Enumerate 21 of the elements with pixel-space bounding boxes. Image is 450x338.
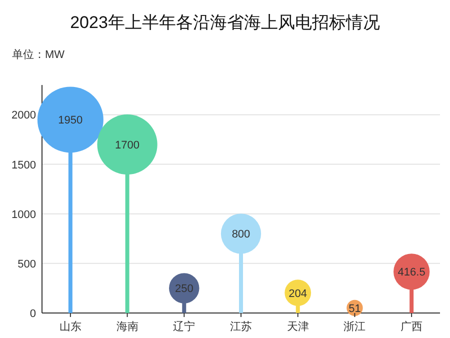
y-tick-label: 1500	[12, 159, 36, 172]
y-tick-label: 0	[30, 308, 36, 320]
y-tick-label: 500	[18, 258, 36, 270]
chart-title: 2023年上半年各沿海省海上风电招标情况	[70, 13, 380, 32]
y-tick-label: 1000	[12, 208, 36, 221]
data-label: 416.5	[398, 266, 426, 279]
data-label: 1950	[58, 114, 83, 127]
data-label: 51	[348, 302, 361, 315]
x-tick-label: 广西	[400, 320, 423, 333]
data-label: 1700	[115, 139, 140, 152]
x-tick-label: 天津	[286, 320, 309, 333]
x-tick-label: 山东	[59, 320, 82, 333]
data-label: 204	[288, 288, 308, 300]
y-axis-title: 单位：MW	[12, 48, 66, 61]
x-tick-label: 江苏	[230, 320, 252, 333]
data-label: 800	[232, 228, 250, 241]
x-tick-label: 海南	[116, 320, 138, 333]
y-tick-label: 2000	[12, 110, 36, 122]
x-tick-label: 浙江	[344, 320, 366, 333]
data-label: 250	[174, 283, 194, 296]
x-tick-label: 辽宁	[173, 320, 196, 333]
